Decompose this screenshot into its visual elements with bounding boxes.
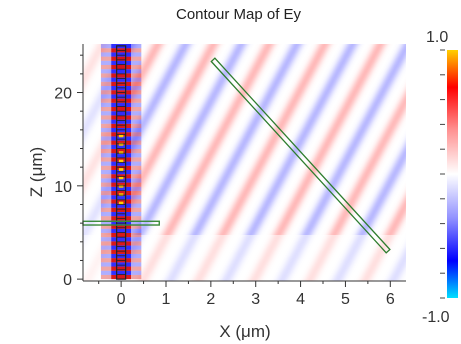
x-tick-label: 5 bbox=[341, 291, 350, 308]
field-band bbox=[305, 92, 406, 281]
y-tick-label: 10 bbox=[54, 179, 72, 196]
y-tick-label: 0 bbox=[63, 272, 72, 289]
field-pattern bbox=[83, 44, 406, 281]
field-band bbox=[138, 44, 274, 281]
x-tick-label: 4 bbox=[296, 291, 305, 308]
waveguide-field bbox=[100, 44, 142, 280]
colorbar-ticks bbox=[440, 49, 445, 299]
x-tick-label: 2 bbox=[206, 291, 215, 308]
x-tick-label: 1 bbox=[162, 291, 171, 308]
x-axis-ticks: 0 1 2 3 4 5 6 bbox=[98, 281, 395, 308]
x-axis-label: X (μm) bbox=[219, 322, 270, 341]
field-band bbox=[166, 44, 302, 281]
field-band bbox=[249, 44, 385, 281]
x-tick-label: 0 bbox=[117, 291, 126, 308]
field-band bbox=[194, 44, 329, 281]
y-tick-label: 20 bbox=[54, 86, 72, 103]
y-axis-label: Z (μm) bbox=[27, 147, 46, 197]
chart-title: Contour Map of Ey bbox=[176, 6, 302, 23]
x-tick-label: 3 bbox=[251, 291, 260, 308]
field-band bbox=[277, 44, 406, 281]
field-band bbox=[222, 44, 357, 281]
x-tick-label: 6 bbox=[386, 291, 395, 308]
y-axis-ticks: 0 10 20 bbox=[54, 54, 83, 289]
colorbar-max-label: 1.0 bbox=[426, 29, 448, 46]
waveguide-overlays bbox=[82, 45, 391, 280]
colorbar bbox=[447, 50, 458, 298]
diagonal-grating bbox=[210, 57, 391, 254]
colorbar-min-label: -1.0 bbox=[422, 309, 450, 326]
